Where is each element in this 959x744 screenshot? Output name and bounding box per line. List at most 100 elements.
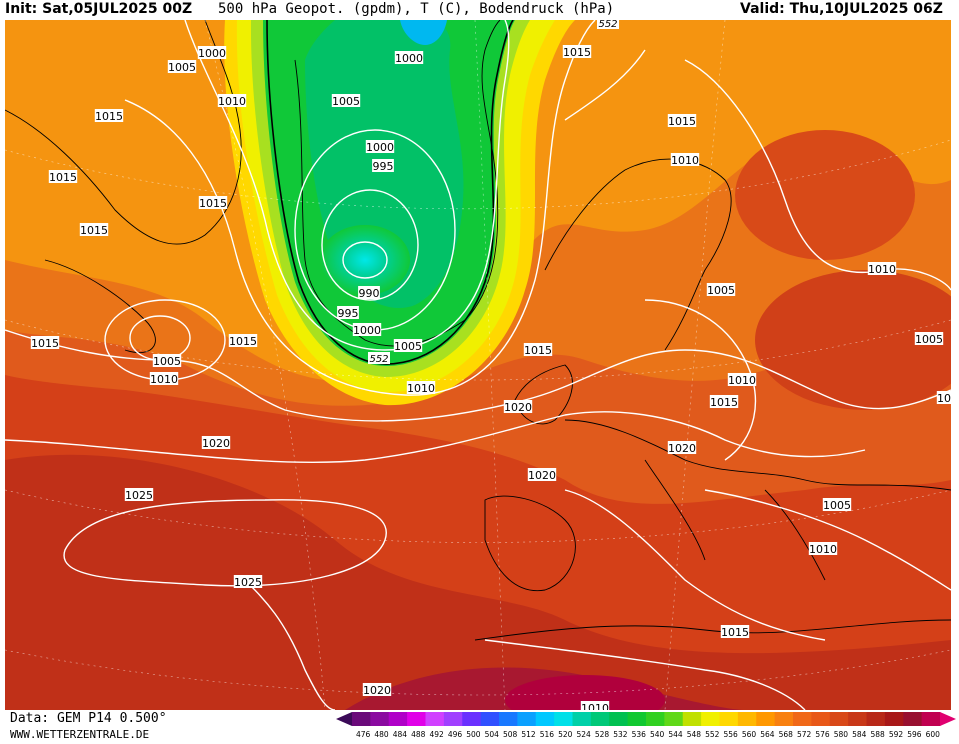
legend-swatch bbox=[884, 712, 904, 726]
legend-tick-label: 476 bbox=[356, 730, 371, 739]
weather-map: 1000 1005 1010 1015 1015 1015 1015 1015 1005 1010… bbox=[5, 20, 951, 710]
isobar-label: 1015 bbox=[79, 223, 109, 237]
isobar-label: 1005 bbox=[706, 283, 736, 297]
legend-arrow-left bbox=[336, 712, 352, 726]
isobar-label: 1005 bbox=[936, 391, 951, 405]
isobar-label: 1010 bbox=[670, 153, 700, 167]
svg-text:1005: 1005 bbox=[823, 499, 851, 512]
legend-tick-label: 580 bbox=[834, 730, 849, 739]
svg-text:990: 990 bbox=[359, 287, 380, 300]
svg-text:1000: 1000 bbox=[198, 47, 226, 60]
svg-text:1005: 1005 bbox=[168, 61, 196, 74]
isobar-label: 1005 bbox=[167, 60, 197, 74]
legend-tick-label: 584 bbox=[852, 730, 867, 739]
isobar-label: 1020 bbox=[503, 400, 533, 414]
isobar-995 bbox=[321, 189, 419, 301]
scandinavia-coast bbox=[544, 158, 732, 351]
svg-text:995: 995 bbox=[338, 307, 359, 320]
svg-text:1010: 1010 bbox=[671, 154, 699, 167]
svg-text:1000: 1000 bbox=[395, 52, 423, 65]
isobar-1025-high bbox=[63, 499, 387, 587]
legend-swatch bbox=[535, 712, 555, 726]
legend-swatch bbox=[590, 712, 610, 726]
legend-tick-label: 528 bbox=[595, 730, 610, 739]
isobar-label: 1015 bbox=[94, 109, 124, 123]
legend-tick-label: 492 bbox=[430, 730, 445, 739]
isobar-label: 995 bbox=[372, 159, 394, 173]
isobar-label: 1010 bbox=[808, 542, 838, 556]
isobar-label: 1020 bbox=[527, 468, 557, 482]
map-footer: Data: GEM P14 0.500° WWW.WETTERZENTRALE.… bbox=[0, 710, 959, 741]
legend-swatch bbox=[388, 712, 408, 726]
legend-tick-label: 512 bbox=[521, 730, 536, 739]
isobar-africa-1015 bbox=[484, 639, 806, 710]
svg-text:1020: 1020 bbox=[668, 442, 696, 455]
legend-tick-label: 556 bbox=[724, 730, 739, 739]
field-cold-spot-north bbox=[400, 20, 447, 45]
svg-text:995: 995 bbox=[373, 160, 394, 173]
site-credit: WWW.WETTERZENTRALE.DE bbox=[10, 728, 150, 741]
isobar-label: 1000 bbox=[352, 323, 382, 337]
svg-text:1020: 1020 bbox=[363, 684, 391, 697]
geopotential-552-contour bbox=[266, 20, 514, 365]
isobar-1020 bbox=[5, 411, 866, 464]
north-africa-coast bbox=[474, 619, 951, 641]
legend-tick-label: 504 bbox=[485, 730, 500, 739]
legend-swatch bbox=[664, 712, 684, 726]
legend-swatch bbox=[921, 712, 941, 726]
isobar-label: 1010 bbox=[406, 381, 436, 395]
isobar-label: 1015 bbox=[667, 114, 697, 128]
isobar-label: 1000 bbox=[394, 51, 424, 65]
legend-tick-label: 548 bbox=[687, 730, 702, 739]
isobar-990 bbox=[342, 241, 388, 279]
svg-text:1000: 1000 bbox=[353, 324, 381, 337]
isobar-label: 1015 bbox=[228, 334, 258, 348]
legend-swatch bbox=[701, 712, 720, 726]
legend-tick-label: 588 bbox=[871, 730, 886, 739]
legend-swatch bbox=[517, 712, 537, 726]
isobar-label: 1020 bbox=[362, 683, 392, 697]
isobar-label: 1010 bbox=[867, 262, 897, 276]
svg-text:1010: 1010 bbox=[728, 374, 756, 387]
europe-coast bbox=[564, 419, 951, 491]
legend-tick-label: 496 bbox=[448, 730, 463, 739]
legend-tick-label: 560 bbox=[742, 730, 757, 739]
svg-text:1005: 1005 bbox=[937, 392, 951, 405]
legend-swatch bbox=[572, 712, 592, 726]
isobar-label: 1015 bbox=[709, 395, 739, 409]
color-legend: 476 480 484 488 492 496 500 504 508 512 516 520 524 5… bbox=[336, 712, 956, 740]
svg-text:1010: 1010 bbox=[868, 263, 896, 276]
isobar-label: 1010 bbox=[149, 372, 179, 386]
british-isles bbox=[514, 364, 573, 425]
legend-swatch bbox=[554, 712, 573, 726]
isobar-1025-south bbox=[244, 579, 336, 710]
italy-coast bbox=[644, 459, 706, 561]
field-warm-cell-southeast bbox=[755, 270, 951, 410]
legend-swatch bbox=[627, 712, 647, 726]
svg-text:552: 552 bbox=[369, 354, 388, 365]
legend-swatch bbox=[829, 712, 849, 726]
svg-text:1000: 1000 bbox=[366, 141, 394, 154]
isobar-label: 1025 bbox=[233, 575, 263, 589]
svg-text:1015: 1015 bbox=[49, 171, 77, 184]
isobar-label: 1005 bbox=[393, 339, 423, 353]
isobar-east-1010 bbox=[684, 59, 951, 291]
legend-swatch bbox=[352, 712, 371, 726]
svg-text:1015: 1015 bbox=[199, 197, 227, 210]
svg-text:1020: 1020 bbox=[202, 437, 230, 450]
map-header: Init: Sat,05JUL2025 00Z 500 hPa Geopot. … bbox=[0, 0, 959, 20]
field-hot-spot bbox=[505, 675, 665, 710]
field-hot-south bbox=[5, 454, 951, 710]
legend-swatch bbox=[425, 712, 445, 726]
legend-tick-label: 568 bbox=[779, 730, 794, 739]
isobar-label: 1015 bbox=[30, 336, 60, 350]
legend-swatch bbox=[480, 712, 500, 726]
legend-tick-label: 544 bbox=[668, 730, 683, 739]
svg-text:1025: 1025 bbox=[125, 489, 153, 502]
valid-time: Valid: Thu,10JUL2025 06Z bbox=[740, 1, 943, 17]
legend-tick-label: 564 bbox=[760, 730, 775, 739]
svg-text:1015: 1015 bbox=[721, 626, 749, 639]
legend-swatch bbox=[866, 712, 886, 726]
svg-text:1015: 1015 bbox=[229, 335, 257, 348]
svg-text:1010: 1010 bbox=[581, 702, 609, 710]
